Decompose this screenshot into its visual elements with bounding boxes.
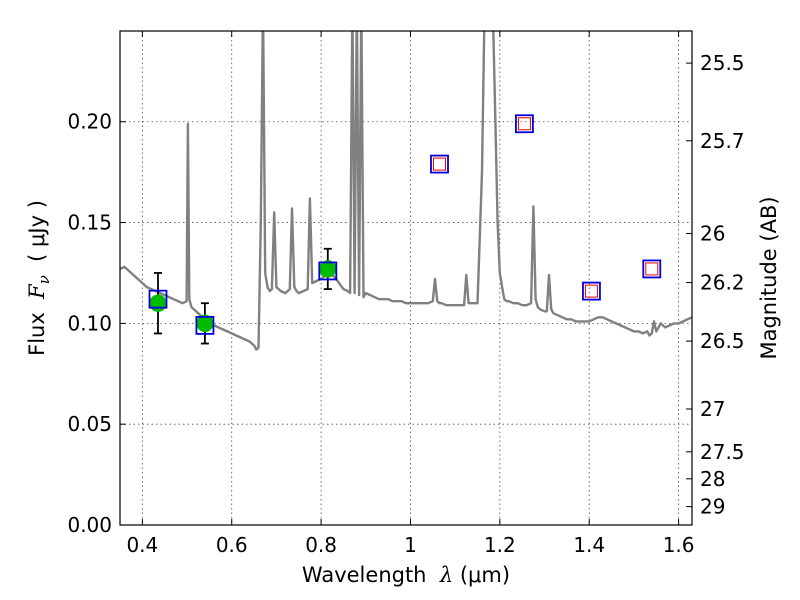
mag-tick-label: 26	[700, 222, 725, 246]
model-series	[148, 114, 662, 335]
spectrum-series	[120, 31, 692, 351]
y-tick-label: 0.00	[67, 513, 112, 537]
x-tick-label: 0.8	[305, 533, 337, 557]
y-tick-label: 0.05	[67, 412, 112, 436]
mag-tick-label: 25.5	[700, 51, 745, 75]
x-tick-label: 1	[404, 533, 417, 557]
model-point-box	[148, 289, 168, 309]
upper-limit-box	[584, 284, 598, 298]
y-axis-label: Flux Fν ( μJy )	[25, 200, 53, 356]
y-tick-label: 0.10	[67, 311, 112, 335]
upper-limit-box	[517, 117, 531, 131]
observed-point	[149, 294, 167, 312]
plot-frame	[119, 30, 693, 526]
y-tick-label: 0.20	[67, 110, 112, 134]
mag-tick-label: 25.7	[700, 129, 745, 153]
upper-limit-box	[433, 157, 447, 171]
upper-limit-series	[433, 117, 659, 298]
upper-limit-box	[645, 262, 659, 276]
spectrum-line	[120, 31, 692, 351]
x-tick-label: 1.6	[663, 533, 695, 557]
x-tick-label: 0.6	[216, 533, 248, 557]
y-tick-label: 0.15	[67, 211, 112, 235]
x-tick-label: 1.2	[484, 533, 516, 557]
x-tick-label: 0.4	[126, 533, 158, 557]
model-point-box	[582, 281, 601, 301]
mag-tick-label: 29	[700, 495, 725, 519]
mag-tick-label: 27	[700, 397, 725, 421]
model-point-box	[642, 259, 662, 279]
y2-axis-label: Magnitude (AB)	[757, 196, 781, 359]
mag-tick-label: 28	[700, 467, 725, 491]
x-tick-label: 1.4	[573, 533, 605, 557]
model-point-box	[430, 154, 449, 174]
model-point-box	[515, 114, 534, 134]
model-point-box	[318, 261, 338, 281]
mag-tick-label: 26.2	[700, 271, 745, 295]
axis-ticks: 0.4 0.6 0.8 1 1.2 1.4 1.6 0.00 0.05 0.10 0.15 0.20 2…	[67, 31, 745, 557]
x-axis-label: Wavelength λ (μm)	[302, 563, 510, 587]
mag-tick-label: 26.5	[700, 329, 745, 353]
mag-tick-label: 27.5	[700, 440, 745, 464]
model-point-box	[195, 315, 215, 335]
